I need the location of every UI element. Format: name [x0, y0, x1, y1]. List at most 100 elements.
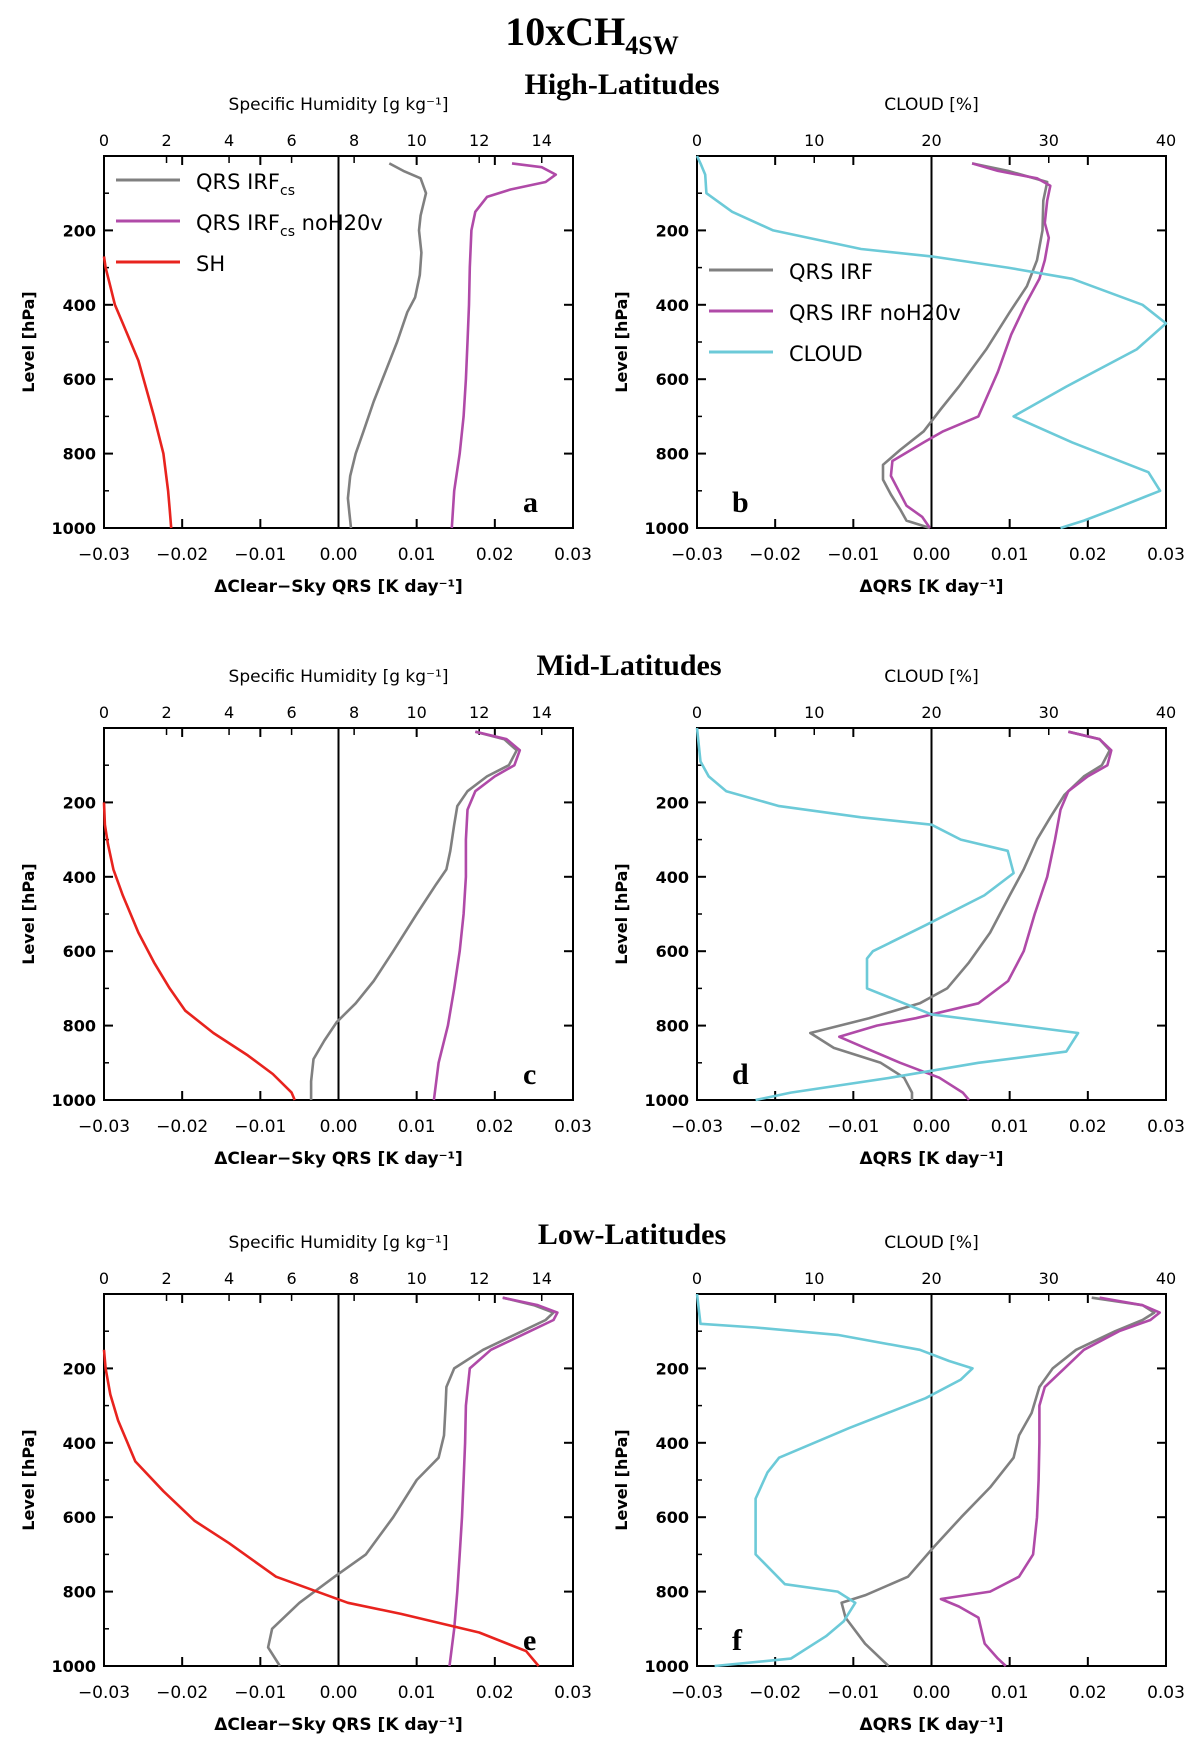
legend: QRS IRFcs QRS IRFcs noH20v SH: [116, 170, 383, 276]
y-tick-label: 1000: [644, 1091, 689, 1110]
top-tick-label: 10: [406, 131, 426, 150]
top-tick-label: 10: [804, 131, 824, 150]
top-axis-label: CLOUD [%]: [884, 95, 978, 115]
panel-letter: b: [732, 486, 749, 519]
top-tick-label: 12: [469, 1269, 489, 1288]
x-tick-label: −0.02: [749, 1117, 801, 1137]
panel-letter: e: [523, 1624, 536, 1657]
x-tick-label: 0.02: [476, 1683, 514, 1703]
x-tick-label: −0.01: [234, 1117, 286, 1137]
top-tick-label: 8: [349, 1269, 359, 1288]
y-tick-label: 400: [656, 868, 689, 887]
top-tick-label: 0: [692, 703, 702, 722]
y-tick-label: 200: [63, 793, 96, 812]
panel-letter: c: [523, 1058, 536, 1091]
x-tick-label: 0.01: [398, 545, 436, 565]
x-tick-label: −0.02: [749, 1683, 801, 1703]
top-axis-label: Specific Humidity [g kg⁻¹]: [229, 667, 449, 687]
x-tick-label: 0.02: [476, 1117, 514, 1137]
series-line-gray: [309, 730, 519, 1100]
y-tick-label: 600: [656, 942, 689, 961]
top-axis-label: CLOUD [%]: [884, 1233, 978, 1253]
x-axis-label: ΔQRS [K day⁻¹]: [859, 577, 1003, 597]
x-tick-label: 0.02: [1069, 1683, 1107, 1703]
top-tick-label: 4: [224, 1269, 234, 1288]
panel-a: −0.03 −0.02 −0.01 0.00 0.01 0.02 0.03 0 2 4 6 8 10 12…: [19, 95, 592, 597]
x-axis-label: ΔQRS [K day⁻¹]: [859, 1715, 1003, 1735]
top-axis-label: Specific Humidity [g kg⁻¹]: [229, 1233, 449, 1253]
x-tick-label: −0.03: [78, 545, 130, 565]
panel-letter: f: [732, 1624, 743, 1657]
x-tick-label: 0.00: [320, 545, 358, 565]
y-tick-label: 200: [63, 221, 96, 240]
x-tick-label: 0.01: [398, 1683, 436, 1703]
y-tick-label: 800: [656, 1583, 689, 1602]
series-line-magenta: [837, 730, 1113, 1101]
x-tick-label: −0.03: [671, 545, 723, 565]
top-tick-label: 20: [921, 131, 941, 150]
top-tick-label: 4: [224, 131, 234, 150]
series-line-gray: [266, 1296, 555, 1667]
top-tick-label: 12: [469, 703, 489, 722]
y-tick-label: 1000: [644, 1657, 689, 1676]
legend-label: QRS IRF noH20v: [789, 301, 961, 325]
legend-label-subscript: cs: [280, 183, 295, 199]
x-tick-label: 0.02: [1069, 545, 1107, 565]
series-line-red: [102, 802, 296, 1101]
series-line-magenta: [448, 1296, 559, 1667]
y-axis-label: Level [hPa]: [19, 291, 38, 393]
y-tick-label: 400: [656, 296, 689, 315]
y-tick-label: 1000: [644, 519, 689, 538]
x-axis-label: ΔClear−Sky QRS [K day⁻¹]: [214, 577, 463, 597]
y-tick-label: 600: [63, 942, 96, 961]
series-line-cyan: [695, 155, 1168, 530]
legend: QRS IRF QRS IRF noH20v CLOUD: [709, 260, 961, 366]
top-tick-label: 10: [406, 703, 426, 722]
series-line-magenta: [939, 1296, 1161, 1667]
top-tick-label: 14: [532, 1269, 552, 1288]
series-line-magenta: [450, 162, 558, 529]
x-axis-label: ΔQRS [K day⁻¹]: [859, 1149, 1003, 1169]
top-tick-label: 30: [1039, 703, 1059, 722]
x-tick-label: −0.01: [234, 1683, 286, 1703]
x-tick-label: 0.02: [1069, 1117, 1107, 1137]
panel-f: −0.03 −0.02 −0.01 0.00 0.01 0.02 0.03 0 10 20 30 40…: [612, 1233, 1185, 1735]
top-tick-label: 0: [99, 131, 109, 150]
series-line-gray: [808, 730, 1111, 1100]
top-tick-label: 8: [349, 703, 359, 722]
top-tick-label: 0: [99, 1269, 109, 1288]
x-tick-label: −0.01: [827, 545, 879, 565]
y-tick-label: 1000: [51, 1657, 96, 1676]
series-line-red: [102, 1349, 540, 1667]
legend-label-text: SH: [196, 252, 225, 276]
legend-label-subscript: cs: [280, 224, 295, 240]
y-tick-label: 200: [656, 793, 689, 812]
y-axis-label: Level [hPa]: [19, 1429, 38, 1531]
legend-label: QRS IRFcs noH20v: [196, 211, 383, 240]
x-axis-label: ΔClear−Sky QRS [K day⁻¹]: [214, 1149, 463, 1169]
series-line-gray: [881, 162, 1049, 530]
panel-b: −0.03 −0.02 −0.01 0.00 0.01 0.02 0.03 0 10 20 30 40…: [612, 95, 1185, 597]
x-tick-label: −0.03: [78, 1117, 130, 1137]
y-axis-label: Level [hPa]: [612, 863, 631, 965]
x-tick-label: 0.00: [913, 1683, 951, 1703]
x-tick-label: −0.03: [671, 1117, 723, 1137]
y-axis-label: Level [hPa]: [19, 863, 38, 965]
top-tick-label: 0: [692, 1269, 702, 1288]
panel-c: −0.03 −0.02 −0.01 0.00 0.01 0.02 0.03 0 2 4 6 8 10 12…: [19, 667, 592, 1169]
top-tick-label: 2: [161, 1269, 171, 1288]
y-tick-label: 800: [63, 1583, 96, 1602]
legend-label: QRS IRFcs: [196, 170, 295, 199]
x-tick-label: 0.03: [554, 1683, 592, 1703]
y-tick-label: 400: [63, 868, 96, 887]
top-tick-label: 10: [804, 1269, 824, 1288]
y-axis-label: Level [hPa]: [612, 291, 631, 393]
y-tick-label: 800: [63, 1017, 96, 1036]
top-tick-label: 14: [532, 131, 552, 150]
x-tick-label: −0.03: [671, 1683, 723, 1703]
x-tick-label: 0.03: [554, 545, 592, 565]
y-tick-label: 600: [656, 1508, 689, 1527]
series-line-gray: [346, 162, 428, 529]
top-tick-label: 12: [469, 131, 489, 150]
top-tick-label: 10: [406, 1269, 426, 1288]
